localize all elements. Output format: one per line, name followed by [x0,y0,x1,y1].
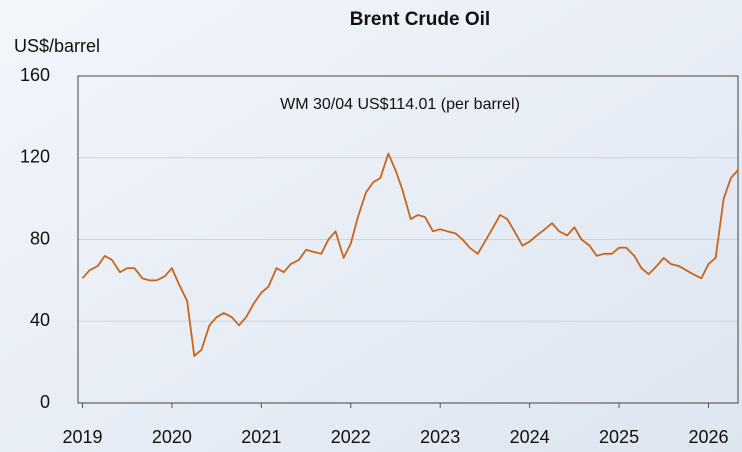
x-tick-label: 2022 [331,427,371,447]
y-tick-label: 40 [30,310,50,330]
x-tick-label: 2021 [241,427,281,447]
y-tick-label: 0 [40,392,50,412]
x-tick-label: 2024 [510,427,550,447]
x-tick-label: 2023 [420,427,460,447]
x-tick-label: 2026 [688,427,728,447]
chart: Brent Crude Oil US$/barrel WM 30/04 US$1… [0,0,742,452]
y-axis-label: US$/barrel [14,36,100,56]
annotation: WM 30/04 US$114.01 (per barrel) [280,96,520,113]
x-tick-label: 2025 [599,427,639,447]
background [0,0,742,452]
x-tick-label: 2019 [62,427,102,447]
y-tick-label: 120 [20,147,50,167]
x-tick-label: 2020 [152,427,192,447]
chart-title: Brent Crude Oil [350,9,490,30]
y-tick-label: 80 [30,228,50,248]
y-tick-label: 160 [20,65,50,85]
